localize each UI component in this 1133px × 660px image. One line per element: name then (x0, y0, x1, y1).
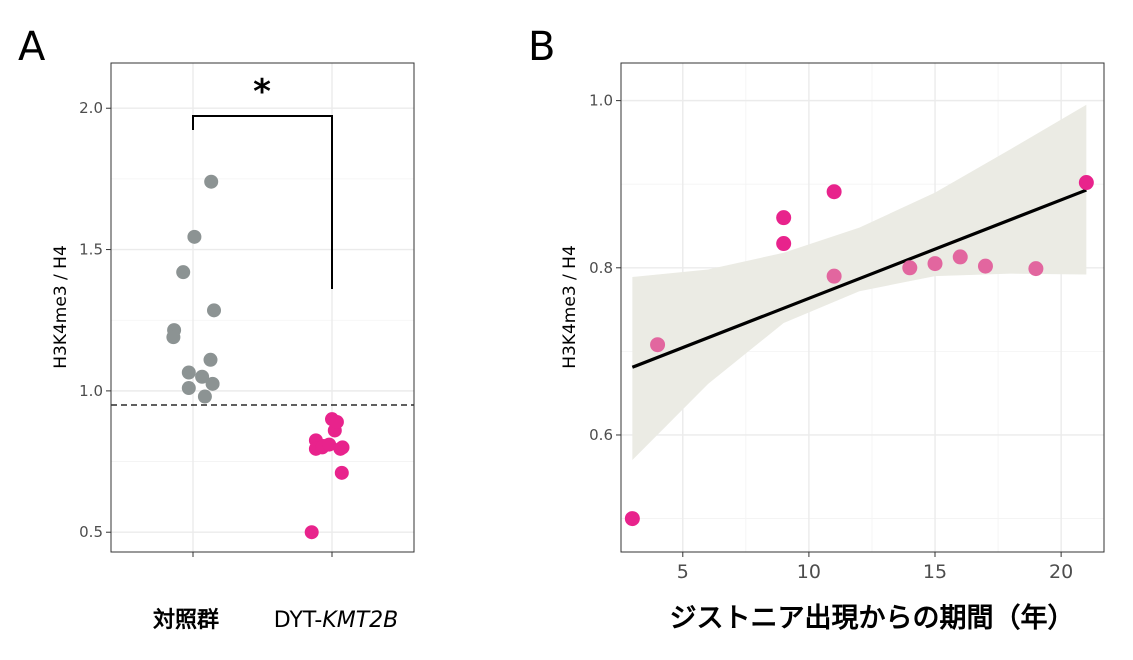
patient-point (322, 437, 337, 452)
category-label-control-text: 対照群 (153, 607, 219, 633)
panel-a-y-ticks: 0.5 1.0 1.5 2.0 (79, 99, 111, 541)
panel-a-y-axis-title: H3K4me3 / H4 (51, 245, 71, 369)
data-point (776, 210, 792, 226)
category-label-control: 対照群 (153, 607, 219, 633)
control-point (207, 303, 221, 318)
panel-b-y-ticks: 0.6 0.8 1.0 (589, 92, 621, 444)
x-tick-label: 5 (677, 561, 689, 583)
y-tick-label: 0.6 (589, 426, 613, 444)
significance-star: * (253, 72, 271, 112)
y-tick-label: 0.8 (589, 259, 613, 277)
data-point (902, 260, 918, 276)
control-point (187, 229, 202, 244)
control-point (205, 376, 220, 391)
control-point (181, 365, 196, 380)
control-point (195, 369, 210, 384)
panel-a-gridlines (111, 63, 414, 552)
panel-b-letter: B (528, 24, 555, 70)
panel-b: B 0.6 0.8 1.0 5 10 15 20 H3K4me3 / H4 ジストニア出現… (528, 24, 1105, 634)
data-point (650, 337, 666, 353)
control-point (176, 265, 191, 280)
data-point (776, 236, 792, 252)
regression-line (631, 188, 1087, 369)
patient-point (334, 465, 349, 480)
patient-point (335, 440, 350, 455)
confidence-ribbon (632, 104, 1087, 461)
y-tick-label: 1.0 (79, 382, 103, 400)
category-label-patient: DYT-KMT2B (274, 608, 398, 633)
control-point (197, 389, 212, 404)
patient-point (304, 525, 319, 540)
panel-a-points (166, 174, 350, 540)
data-point (952, 249, 968, 265)
y-tick-label: 2.0 (79, 99, 103, 117)
panel-b-x-axis-title: ジストニア出現からの期間（年） (670, 602, 1075, 634)
x-tick-label: 10 (797, 561, 821, 583)
significance-bracket (192, 115, 333, 289)
panel-a: A 0.5 1.0 1.5 2.0 * H3K4me3 / H4 対照群 DYT-KM… (18, 24, 415, 633)
data-point (826, 184, 842, 200)
regression-fit-line (631, 188, 1087, 369)
panel-a-frame (110, 62, 415, 553)
control-point (204, 174, 219, 189)
panel-b-points (624, 175, 1094, 527)
panel-a-letter: A (18, 24, 46, 70)
x-tick-label: 15 (923, 561, 947, 583)
data-point (624, 511, 640, 527)
x-tick-label: 20 (1049, 561, 1073, 583)
bracket-line (192, 115, 333, 289)
data-point (1078, 175, 1094, 191)
patient-point (329, 414, 344, 429)
panel-a-category-labels: 対照群 DYT-KMT2B (153, 607, 398, 633)
panel-b-frame (620, 62, 1105, 553)
y-tick-label: 1.5 (79, 241, 103, 259)
control-point (203, 352, 218, 367)
control-point (181, 381, 196, 396)
category-label-patient-prefix: DYT- (274, 608, 323, 633)
confidence-band (632, 104, 1087, 461)
data-point (826, 268, 842, 284)
panel-b-x-ticks: 5 10 15 20 (677, 552, 1073, 583)
data-point (977, 258, 993, 274)
y-tick-label: 1.0 (589, 92, 613, 110)
control-point (166, 330, 181, 345)
data-point (927, 256, 943, 272)
panel-b-y-axis-title: H3K4me3 / H4 (560, 245, 580, 369)
data-point (1028, 261, 1044, 277)
y-tick-label: 0.5 (79, 523, 103, 541)
panel-a-x-ticks (192, 552, 333, 557)
category-label-patient-gene: KMT2B (322, 608, 398, 633)
